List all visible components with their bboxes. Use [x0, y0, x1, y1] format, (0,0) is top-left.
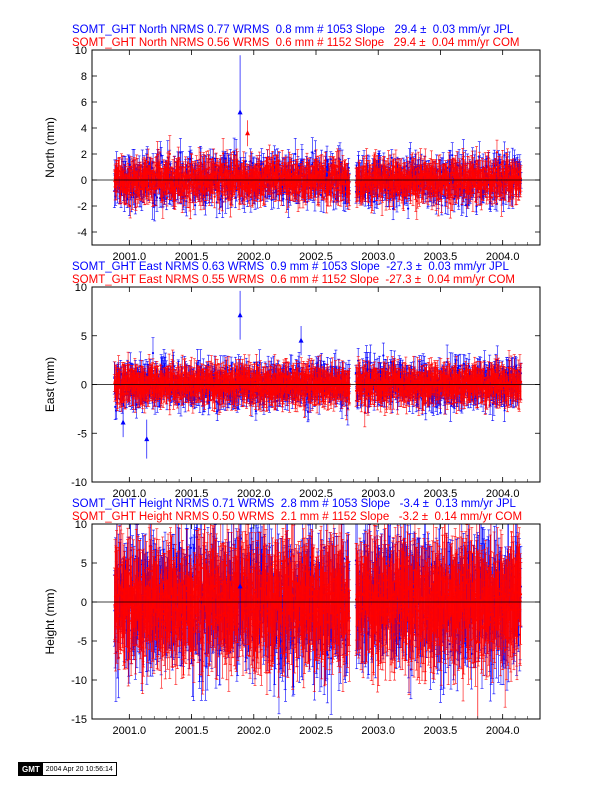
- data-point: [147, 160, 150, 164]
- data-point: [181, 193, 184, 196]
- data-point: [184, 174, 187, 177]
- data-point: [294, 152, 297, 156]
- data-point: [194, 204, 197, 207]
- data-point: [171, 176, 175, 179]
- data-point: [187, 165, 190, 168]
- data-point: [156, 153, 159, 156]
- data-point: [168, 152, 171, 156]
- data-point: [390, 156, 393, 159]
- data-point: [503, 154, 506, 157]
- data-point: [329, 158, 332, 161]
- data-point: [319, 193, 323, 197]
- data-point: [167, 168, 170, 172]
- data-point: [347, 166, 350, 169]
- data-point: [244, 160, 247, 163]
- data-point: [452, 197, 456, 200]
- series-com: [112, 135, 523, 220]
- data-layer: [112, 55, 523, 222]
- data-point: [137, 194, 140, 197]
- data-point: [161, 160, 164, 164]
- data-point: [407, 207, 410, 210]
- data-point: [451, 154, 454, 157]
- data-point: [149, 174, 152, 177]
- data-point: [165, 196, 169, 199]
- data-point: [129, 165, 133, 168]
- data-point: [498, 161, 502, 165]
- data-point: [409, 157, 412, 160]
- data-point: [155, 196, 159, 199]
- data-point: [131, 193, 134, 196]
- data-point: [161, 199, 164, 202]
- data-point: [169, 176, 172, 179]
- data-point: [125, 191, 128, 195]
- data-point: [186, 194, 189, 198]
- data-point: [150, 190, 153, 193]
- data-point: [311, 151, 314, 154]
- data-point: [282, 197, 285, 200]
- data-point: [129, 204, 132, 208]
